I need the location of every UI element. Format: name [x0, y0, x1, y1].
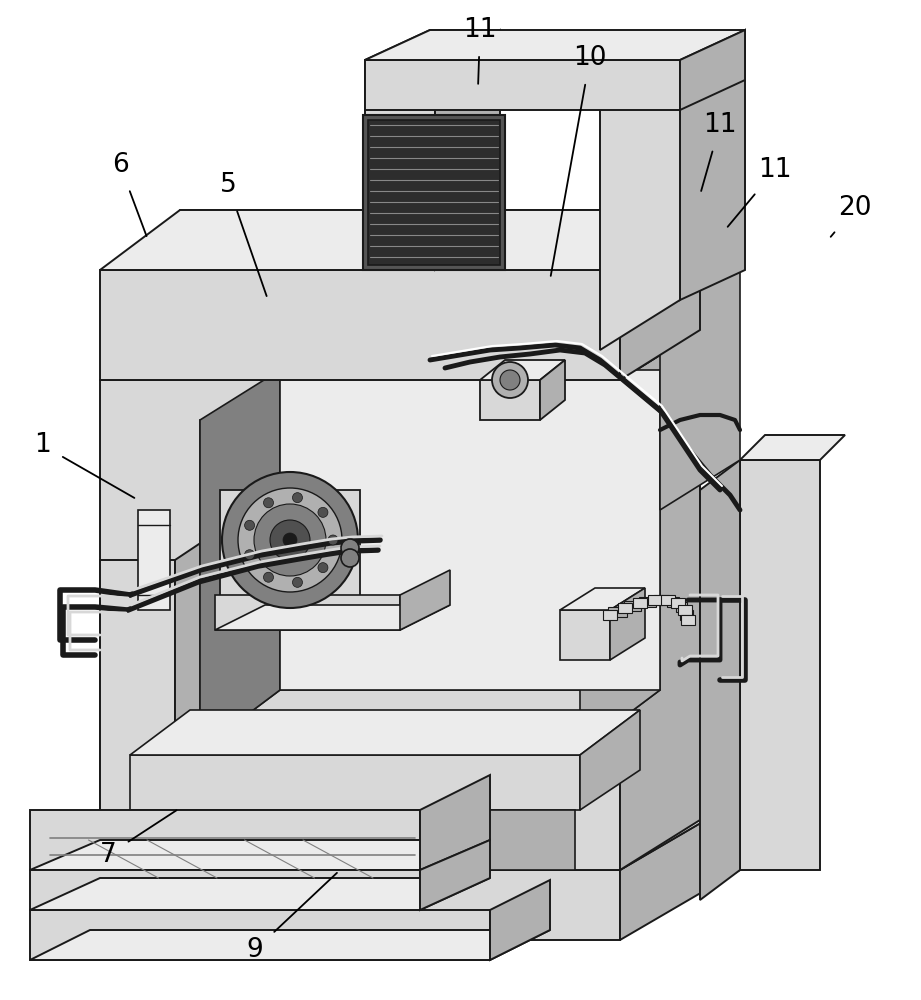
Text: 11: 11	[463, 17, 496, 84]
Polygon shape	[365, 30, 500, 60]
Polygon shape	[580, 370, 660, 750]
Polygon shape	[30, 910, 490, 960]
Polygon shape	[363, 115, 505, 270]
Circle shape	[222, 472, 358, 608]
Bar	[661, 595, 675, 605]
Circle shape	[263, 498, 274, 508]
Text: 6: 6	[111, 152, 146, 236]
Polygon shape	[580, 710, 640, 810]
FancyBboxPatch shape	[624, 600, 641, 610]
Circle shape	[283, 533, 297, 547]
Polygon shape	[700, 460, 740, 900]
Circle shape	[293, 493, 302, 503]
Circle shape	[341, 549, 359, 567]
FancyBboxPatch shape	[608, 606, 627, 616]
Polygon shape	[600, 60, 700, 270]
Circle shape	[254, 504, 326, 576]
Polygon shape	[480, 380, 540, 420]
Polygon shape	[365, 60, 680, 110]
Circle shape	[238, 488, 342, 592]
Text: 1: 1	[34, 432, 134, 498]
Polygon shape	[600, 60, 680, 350]
Polygon shape	[435, 30, 500, 270]
Text: 9: 9	[247, 873, 337, 963]
Polygon shape	[740, 460, 820, 870]
Text: 20: 20	[831, 195, 872, 237]
Polygon shape	[175, 530, 220, 870]
Circle shape	[318, 563, 328, 573]
Polygon shape	[480, 360, 565, 380]
Polygon shape	[620, 210, 700, 380]
FancyBboxPatch shape	[654, 595, 669, 605]
Bar	[618, 603, 632, 613]
FancyBboxPatch shape	[675, 601, 687, 611]
Circle shape	[245, 520, 254, 530]
Polygon shape	[620, 800, 740, 940]
FancyBboxPatch shape	[667, 596, 679, 606]
Polygon shape	[215, 595, 400, 630]
Polygon shape	[220, 490, 360, 600]
Polygon shape	[100, 330, 700, 380]
Polygon shape	[200, 420, 580, 750]
Polygon shape	[660, 150, 740, 510]
Bar	[648, 595, 662, 605]
Text: 11: 11	[728, 157, 792, 227]
Bar	[671, 598, 685, 608]
Polygon shape	[400, 570, 450, 630]
Polygon shape	[100, 270, 620, 380]
Polygon shape	[100, 870, 620, 940]
Polygon shape	[365, 30, 745, 60]
Circle shape	[328, 535, 338, 545]
Text: 10: 10	[551, 45, 607, 276]
Polygon shape	[138, 510, 170, 610]
Polygon shape	[130, 755, 580, 810]
Polygon shape	[130, 710, 640, 755]
Polygon shape	[560, 588, 645, 610]
Polygon shape	[30, 930, 550, 960]
FancyBboxPatch shape	[639, 596, 656, 606]
FancyBboxPatch shape	[681, 610, 693, 620]
Circle shape	[341, 539, 359, 557]
Polygon shape	[365, 60, 435, 270]
Polygon shape	[100, 800, 740, 870]
Polygon shape	[100, 210, 700, 270]
Polygon shape	[420, 840, 490, 910]
Polygon shape	[30, 840, 490, 870]
Polygon shape	[100, 560, 175, 870]
Polygon shape	[30, 878, 490, 910]
Polygon shape	[280, 370, 660, 690]
Polygon shape	[420, 775, 490, 870]
Bar	[681, 615, 695, 625]
Polygon shape	[368, 120, 500, 265]
Circle shape	[263, 572, 274, 582]
Polygon shape	[560, 610, 610, 660]
Polygon shape	[740, 435, 845, 460]
Bar	[633, 598, 647, 608]
Circle shape	[500, 370, 520, 390]
Polygon shape	[155, 810, 575, 870]
Polygon shape	[540, 360, 565, 420]
Polygon shape	[30, 870, 420, 910]
Circle shape	[492, 362, 528, 398]
Text: 5: 5	[219, 172, 267, 296]
Circle shape	[270, 520, 310, 560]
Circle shape	[318, 507, 328, 517]
Circle shape	[293, 577, 302, 587]
Polygon shape	[610, 588, 645, 660]
Text: 7: 7	[99, 810, 177, 868]
Polygon shape	[215, 605, 450, 630]
Polygon shape	[30, 810, 420, 870]
Polygon shape	[680, 30, 745, 110]
Circle shape	[245, 550, 254, 560]
Polygon shape	[620, 330, 700, 870]
Polygon shape	[490, 880, 550, 960]
Polygon shape	[100, 380, 620, 870]
Polygon shape	[200, 690, 660, 750]
Text: 11: 11	[701, 112, 737, 191]
Bar	[678, 605, 692, 615]
Polygon shape	[200, 370, 280, 750]
Bar	[603, 610, 617, 620]
Polygon shape	[180, 210, 680, 330]
Polygon shape	[680, 30, 745, 300]
